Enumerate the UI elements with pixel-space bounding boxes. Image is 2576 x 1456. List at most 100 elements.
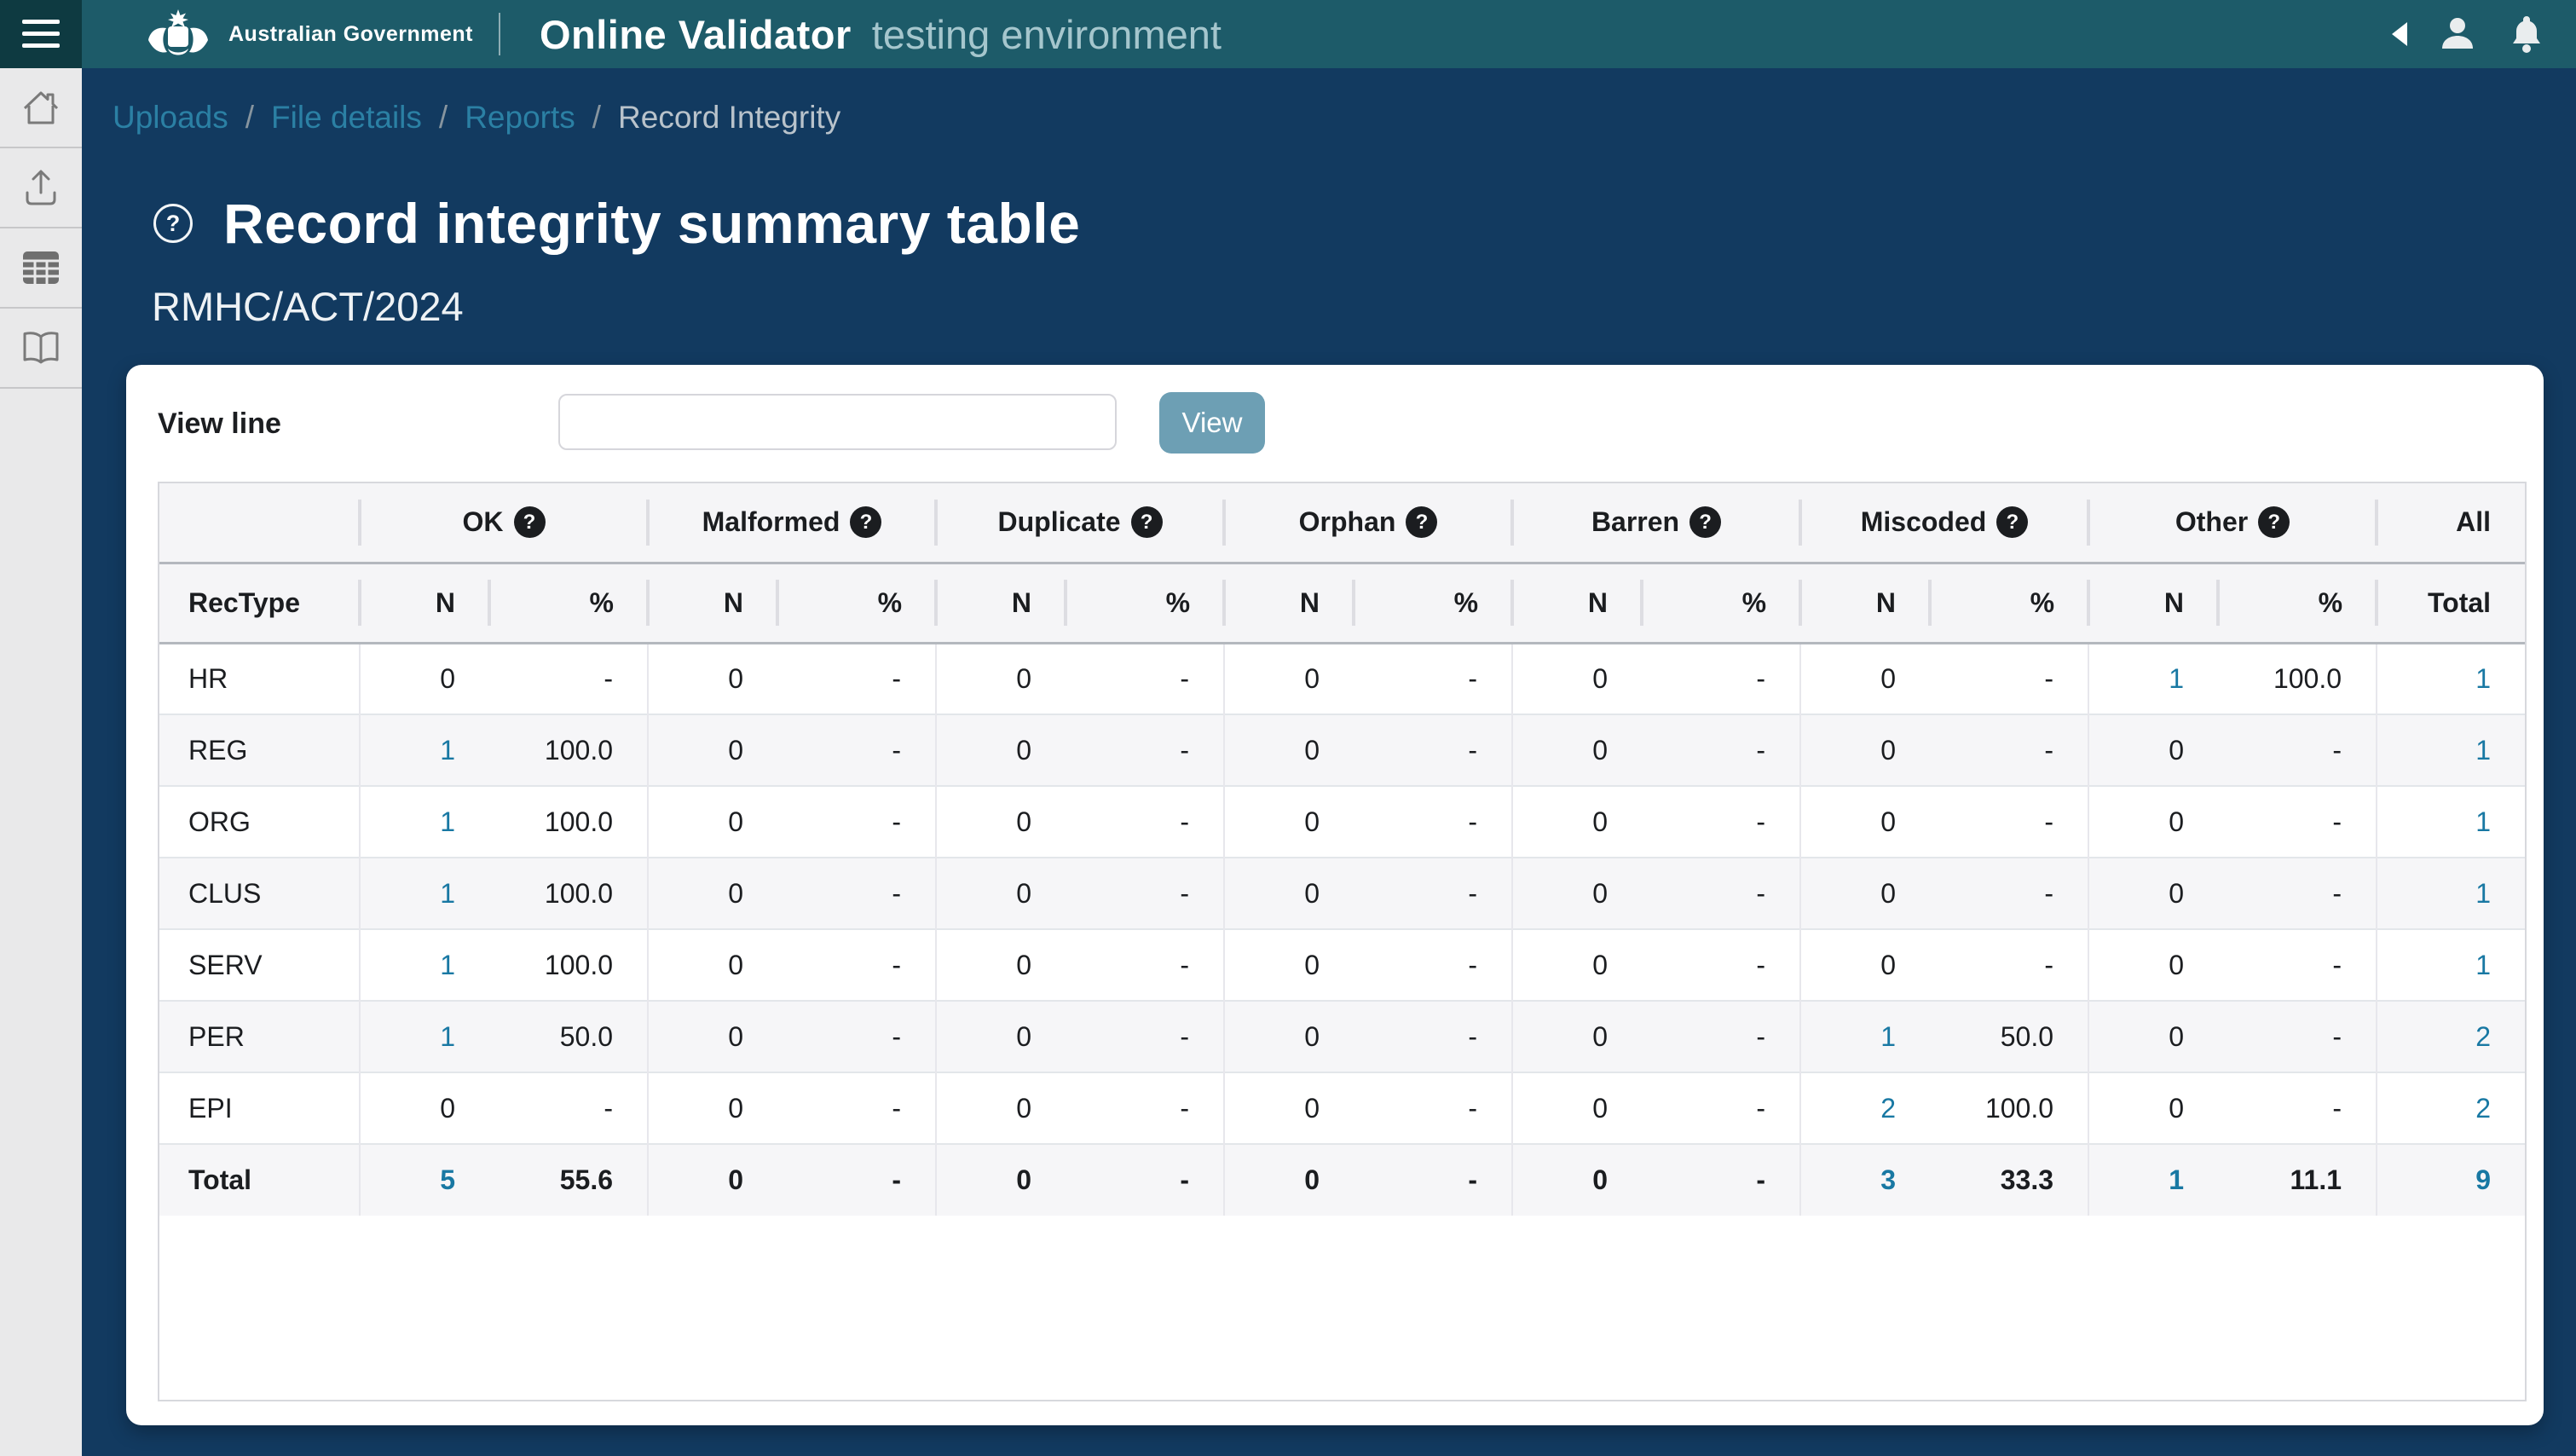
row-label-total: Total <box>159 1143 360 1216</box>
row-label-org: ORG <box>159 785 360 858</box>
hamburger-menu-button[interactable] <box>0 0 82 68</box>
cell-org-ok-n: 1 <box>359 785 489 858</box>
page-help-icon[interactable]: ? <box>153 204 193 243</box>
table-icon <box>23 251 59 284</box>
breadcrumb-separator: / <box>438 100 448 135</box>
cell-link-value[interactable]: 1 <box>2475 806 2492 837</box>
subheader-duplicate-pct: % <box>1066 563 1225 644</box>
cell-per-orphan-n: 0 <box>1223 1000 1354 1072</box>
cell-link-value[interactable]: 1 <box>440 877 455 909</box>
help-icon[interactable]: ? <box>513 506 546 539</box>
breadcrumb-separator: / <box>592 100 602 135</box>
help-icon[interactable]: ? <box>1130 506 1163 539</box>
user-icon[interactable] <box>2436 13 2479 55</box>
cell-epi-malformed-pct: - <box>777 1072 937 1144</box>
cell-link-value[interactable]: 2 <box>2475 1020 2492 1052</box>
sidebar-item-table[interactable] <box>0 228 82 309</box>
sidebar-item-home[interactable] <box>0 68 82 148</box>
cell-link-value[interactable]: 1 <box>2475 877 2492 909</box>
cell-serv-malformed-n: 0 <box>647 928 777 1001</box>
cell-total-barren-n: 0 <box>1511 1143 1643 1216</box>
breadcrumb-item-reports[interactable]: Reports <box>465 100 575 135</box>
bell-icon[interactable] <box>2504 12 2549 56</box>
back-caret-icon[interactable] <box>2388 20 2411 48</box>
cell-clus-duplicate-n: 0 <box>935 857 1066 929</box>
row-label-per: PER <box>159 1000 360 1072</box>
cell-per-barren-n: 0 <box>1511 1000 1643 1072</box>
help-icon[interactable]: ? <box>1406 506 1438 539</box>
sidebar-item-upload[interactable] <box>0 148 82 228</box>
cell-link-value[interactable]: 1 <box>2475 734 2492 766</box>
cell-serv-total: 1 <box>2376 928 2525 1001</box>
breadcrumb: Uploads / File details / Reports / Record Inte… <box>82 68 2576 136</box>
cell-link-value[interactable]: 1 <box>2169 1164 2185 1195</box>
cell-total-malformed-pct: - <box>777 1143 937 1216</box>
cell-link-value[interactable]: 2 <box>1880 1092 1897 1124</box>
breadcrumb-item-file-details[interactable]: File details <box>271 100 422 135</box>
cell-link-value[interactable]: 1 <box>440 806 455 837</box>
cell-reg-duplicate-pct: - <box>1066 714 1225 786</box>
view-line-input[interactable] <box>558 394 1117 450</box>
cell-per-other-n: 0 <box>2088 1000 2219 1072</box>
cell-epi-other-n: 0 <box>2088 1072 2219 1144</box>
cell-link-value[interactable]: 1 <box>440 1020 455 1052</box>
group-header-all: All <box>2377 483 2525 564</box>
cell-link-value[interactable]: 1 <box>1880 1020 1897 1052</box>
cell-serv-other-n: 0 <box>2088 928 2219 1001</box>
view-button[interactable]: View <box>1159 392 1265 454</box>
help-icon[interactable]: ? <box>850 506 882 539</box>
cell-epi-barren-pct: - <box>1642 1072 1801 1144</box>
breadcrumb-item-uploads[interactable]: Uploads <box>113 100 228 135</box>
help-icon[interactable]: ? <box>2258 506 2290 539</box>
group-header-label: Other <box>2175 506 2249 538</box>
group-header-label: Barren <box>1591 506 1680 538</box>
cell-serv-ok-pct: 100.0 <box>489 928 648 1001</box>
cell-total-ok-pct: 55.6 <box>489 1143 648 1216</box>
cell-clus-other-n: 0 <box>2088 857 2219 929</box>
cell-link-value[interactable]: 2 <box>2475 1092 2492 1124</box>
cell-org-other-n: 0 <box>2088 785 2219 858</box>
group-header-wrap: Barren? <box>1591 506 1722 539</box>
cell-hr-malformed-n: 0 <box>647 642 777 714</box>
cell-link-value[interactable]: 1 <box>2475 949 2492 980</box>
cell-per-ok-n: 1 <box>359 1000 489 1072</box>
help-icon[interactable]: ? <box>1689 506 1722 539</box>
cell-reg-malformed-n: 0 <box>647 714 777 786</box>
cell-link-value[interactable]: 1 <box>2475 662 2492 694</box>
cell-serv-duplicate-n: 0 <box>935 928 1066 1001</box>
cell-hr-duplicate-pct: - <box>1066 642 1225 714</box>
cell-reg-orphan-n: 0 <box>1223 714 1354 786</box>
cell-link-value[interactable]: 9 <box>2475 1164 2492 1195</box>
cell-org-ok-pct: 100.0 <box>489 785 648 858</box>
cell-hr-other-pct: 100.0 <box>2218 642 2377 714</box>
page-title-row: ? Record integrity summary table <box>153 184 2576 263</box>
help-icon[interactable]: ? <box>1996 506 2029 539</box>
cell-org-barren-pct: - <box>1642 785 1801 858</box>
table-row-hr: HR 0-0-0-0-0-0-1 100.0 1 <box>159 642 2525 714</box>
sidebar-item-book[interactable] <box>0 309 82 389</box>
cell-serv-duplicate-pct: - <box>1066 928 1225 1001</box>
cell-link-value[interactable]: 1 <box>440 949 455 980</box>
table-row-clus: CLUS 1 100.0 0-0-0-0-0-0-1 <box>159 857 2525 929</box>
cell-link-value[interactable]: 3 <box>1880 1164 1897 1195</box>
cell-link-value[interactable]: 1 <box>440 734 455 766</box>
home-icon <box>23 91 59 124</box>
header-corner-cell <box>159 483 360 564</box>
group-header-barren: Barren? <box>1512 483 1801 564</box>
cell-per-duplicate-pct: - <box>1066 1000 1225 1072</box>
cell-clus-total: 1 <box>2376 857 2525 929</box>
cell-epi-other-pct: - <box>2218 1072 2377 1144</box>
page-subtitle: RMHC/ACT/2024 <box>152 284 464 329</box>
subheader-malformed-n: N <box>648 563 777 644</box>
cell-hr-ok-n: 0 <box>359 642 489 714</box>
cell-org-total: 1 <box>2376 785 2525 858</box>
view-line-label: View line <box>158 407 281 440</box>
cell-per-ok-pct: 50.0 <box>489 1000 648 1072</box>
cell-total-miscoded-n: 3 <box>1799 1143 1931 1216</box>
cell-reg-orphan-pct: - <box>1354 714 1513 786</box>
government-brand[interactable]: Australian Government <box>142 8 473 61</box>
cell-link-value[interactable]: 1 <box>2169 662 2185 694</box>
cell-link-value[interactable]: 5 <box>440 1164 455 1195</box>
group-header-label: Miscoded <box>1860 506 1987 538</box>
cell-reg-other-n: 0 <box>2088 714 2219 786</box>
